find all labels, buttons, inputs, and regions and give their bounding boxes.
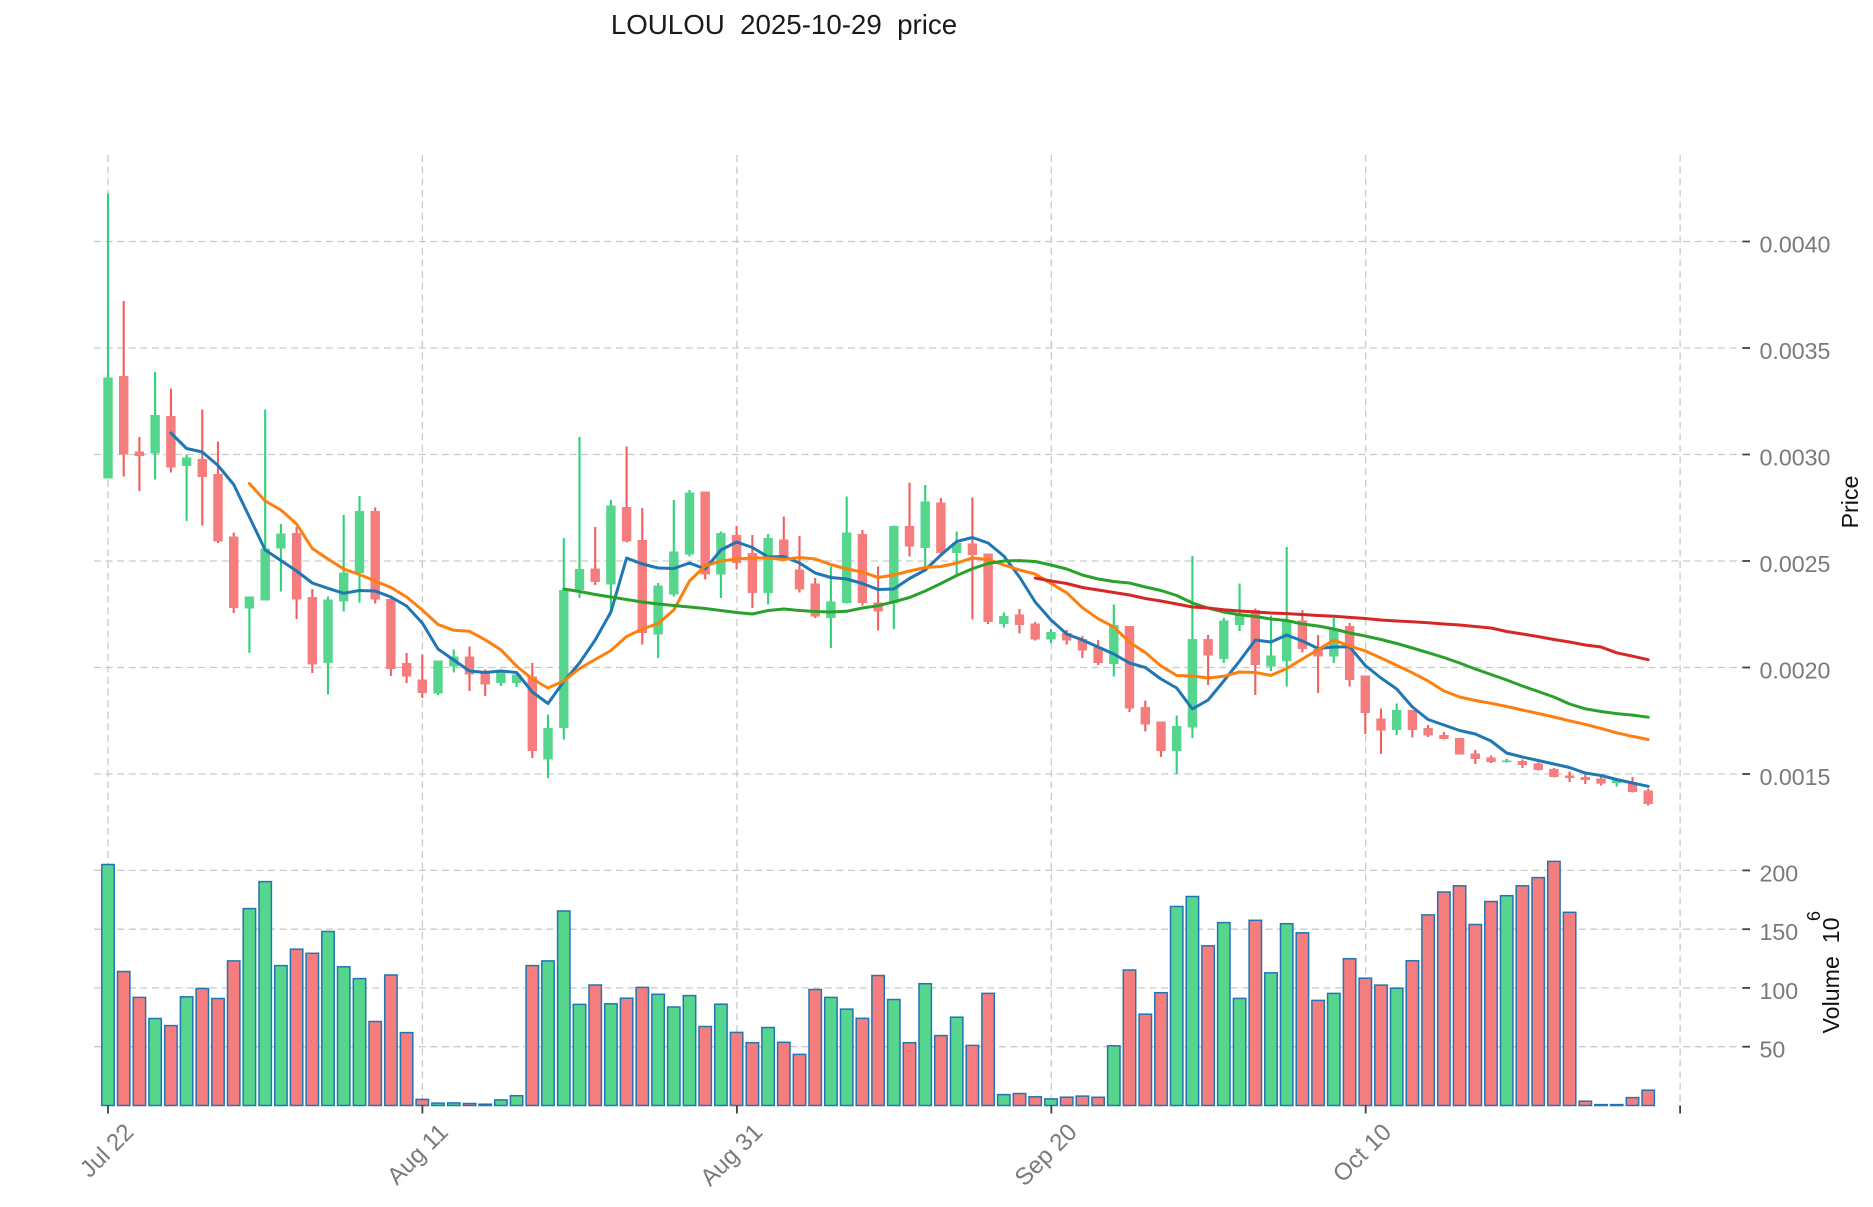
svg-text:0.0020: 0.0020 [1760,658,1831,684]
svg-text:0.0035: 0.0035 [1760,338,1831,364]
svg-text:LOULOU 2025-10-29 price: LOULOU 2025-10-29 price [611,9,957,40]
svg-text:100: 100 [1760,978,1799,1004]
svg-text:200: 200 [1760,860,1799,886]
svg-text:6: 6 [1804,911,1824,921]
svg-text:0.0025: 0.0025 [1760,551,1831,577]
svg-text:Price: Price [1837,476,1863,529]
svg-text:Volume 10: Volume 10 [1818,917,1844,1033]
svg-text:50: 50 [1760,1037,1786,1063]
svg-text:0.0015: 0.0015 [1760,764,1831,790]
svg-text:0.0030: 0.0030 [1760,445,1831,471]
svg-text:0.0040: 0.0040 [1760,232,1831,258]
svg-text:150: 150 [1760,919,1799,945]
